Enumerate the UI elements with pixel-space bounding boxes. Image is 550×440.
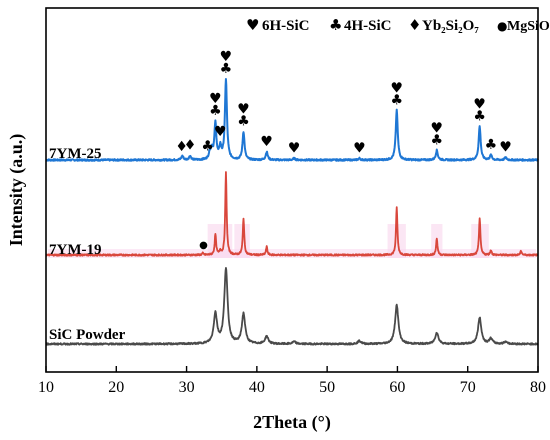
x-tick-label: 70	[460, 379, 476, 396]
x-axis: 10 20 30 40 50 60 70 80	[38, 366, 546, 396]
x-tick-label: 60	[389, 379, 405, 396]
peak-marker: ♥	[353, 140, 366, 156]
peak-marker: ♥	[260, 134, 273, 150]
peak-marker: ♥	[209, 91, 222, 107]
peak-marker: ♥	[499, 139, 512, 155]
peak-marker: ♥	[214, 124, 227, 140]
x-tick-label: 50	[319, 379, 335, 396]
series-label-7ym-19: 7YM-19	[49, 242, 102, 258]
peak-marker: ♣	[209, 103, 222, 119]
peak-marker: ♣	[201, 138, 214, 154]
series-label-sic-powder: SiC Powder	[49, 327, 126, 343]
peak-marker: ♣	[485, 137, 498, 153]
legend-club-icon: ♣	[329, 16, 342, 34]
legend-label-6h-sic: 6H-SiC	[262, 18, 310, 34]
peak-marker: ♣	[390, 92, 403, 108]
legend-dot-icon: ●	[497, 19, 507, 33]
peak-marker: ♣	[220, 61, 233, 77]
legend-heart-icon: ♥	[246, 16, 259, 34]
peak-marker: ●	[199, 240, 208, 251]
x-tick-label: 20	[108, 379, 124, 396]
legend-label-yb2si2o7: Yb₂Si₂O₇	[422, 18, 479, 34]
peak-marker: ♦	[184, 138, 197, 154]
y-axis-title: Intensity (a.u.)	[6, 134, 27, 247]
legend-label-mgsio3: MgSiO₃	[507, 19, 550, 34]
plot-frame	[45, 7, 539, 373]
peak-marker: ♥	[237, 101, 250, 117]
peak-marker: ♣	[237, 113, 250, 129]
peak-marker: ♣	[431, 132, 444, 148]
highlight-bands	[48, 224, 536, 258]
legend: ♥ 6H-SiC ♣ 4H-SiC ♦ Yb₂Si₂O₇ ● MgSiO₃	[246, 16, 550, 34]
peak-marker: ♥	[473, 96, 486, 112]
series-line-sic-powder	[45, 267, 539, 346]
legend-diamond-icon: ♦	[408, 16, 421, 34]
series-line-7ym-19	[45, 171, 539, 257]
series-label-7ym-25: 7YM-25	[49, 146, 102, 162]
series-layer: ♦♦ ♣♥♣♥♥♣♥♣♥ ♥ ♥♥♣♥♣♥♣♣ ♥●	[45, 49, 539, 346]
peak-marker: ♥	[431, 120, 444, 136]
x-tick-label: 30	[179, 379, 195, 396]
peak-marker: ♥	[220, 49, 233, 65]
series-line-7ym-25	[45, 78, 539, 162]
x-tick-label: 10	[38, 379, 54, 396]
peak-marker: ♣	[473, 108, 486, 124]
x-tick-label: 80	[530, 379, 546, 396]
peak-marker: ♥	[390, 80, 403, 96]
peak-marker: ♦	[175, 139, 188, 155]
legend-label-4h-sic: 4H-SiC	[344, 18, 392, 34]
x-tick-label: 40	[249, 379, 265, 396]
x-axis-title: 2Theta (°)	[253, 412, 331, 433]
peak-marker: ♥	[288, 140, 301, 156]
